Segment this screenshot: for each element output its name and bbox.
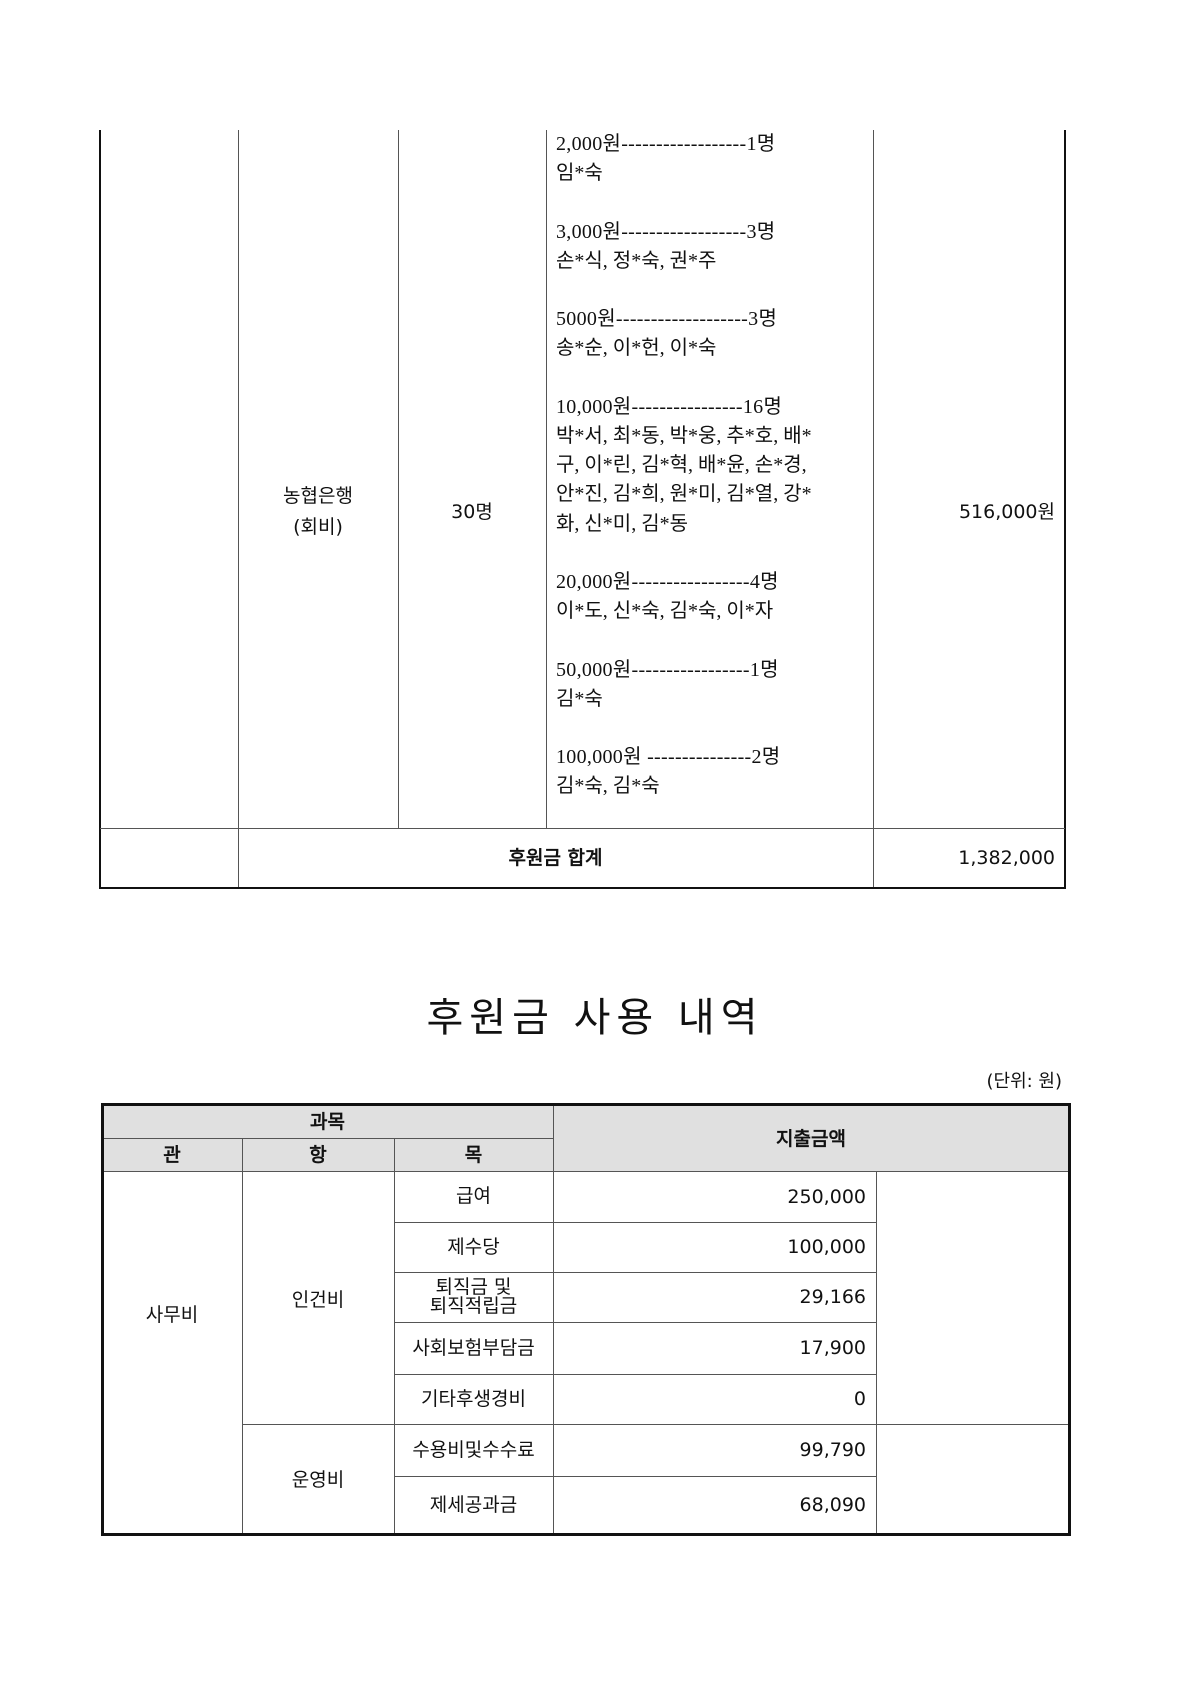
amount-cell: 0 [853,1388,866,1410]
table-border [101,1103,104,1536]
header-gwan: 관 [163,1144,181,1166]
page-title: 후원금 사용 내역 [426,995,764,1041]
amount-cell: 100,000 [787,1236,866,1258]
donation-amount-line: 10,000원----------------16명 [556,395,783,418]
donation-amount-line: 20,000원-----------------4명 [556,570,779,593]
hang-cell: 인건비 [291,1289,345,1311]
unit-label: (단위: 원) [986,1071,1062,1092]
donor-names: 손*식, 정*숙, 권*주 [556,249,717,272]
total-value: 1,382,000 [958,847,1055,869]
table-border [1064,130,1066,889]
donor-count: 30명 [451,501,493,523]
table-border [99,887,1066,889]
row-divider [242,1424,1069,1425]
amount-cell: 29,166 [799,1286,866,1308]
donor-names: 김*숙, 김*숙 [556,775,660,798]
header-amount: 지출금액 [776,1127,846,1150]
donor-names: 화, 신*미, 김*동 [556,512,688,535]
column-divider [398,130,399,828]
donor-names: 이*도, 신*숙, 김*숙, 이*자 [556,600,774,623]
row-divider [102,1138,553,1139]
row-divider [394,1222,876,1223]
table-border [101,1103,1071,1106]
donor-names: 임*숙 [556,162,603,185]
donor-names: 박*서, 최*동, 박*웅, 추*호, 배* [556,424,812,447]
column-divider [238,130,239,888]
bank-label: 농협은행 (회비) [238,480,398,544]
row-divider [102,1171,1069,1172]
column-divider [546,130,547,828]
mok-cell: 제수당 [447,1235,500,1258]
bank-name: 농협은행 [283,485,353,507]
amount-cell: 99,790 [799,1439,866,1461]
total-label: 후원금 합계 [508,847,603,869]
gwan-cell: 사무비 [145,1304,199,1326]
donor-names: 안*진, 김*희, 원*미, 김*열, 강* [556,483,812,506]
donor-names: 송*순, 이*헌, 이*숙 [556,337,717,360]
donation-amount-line: 100,000원 ---------------2명 [556,746,781,769]
mok-cell: 제세공과금 [429,1493,518,1516]
mok-cell: 수용비및수수료 [412,1438,535,1461]
mok-cell: 퇴직금 및 퇴직적립금 [429,1276,518,1317]
subtotal: 516,000원 [958,501,1055,523]
column-divider [873,130,874,888]
bank-note: (회비) [293,516,343,538]
amount-cell: 250,000 [787,1185,866,1208]
row-divider [394,1476,876,1477]
row-divider [394,1322,876,1323]
amount-cell: 68,090 [799,1494,866,1516]
amount-cell: 17,900 [799,1337,866,1359]
mok-cell: 사회보험부담금 [412,1336,535,1359]
column-divider [242,1138,243,1534]
mok-cell: 급여 [456,1185,491,1207]
table-border [99,130,101,889]
donor-names: 김*숙 [556,687,603,710]
donor-names: 구, 이*린, 김*혁, 배*윤, 손*경, [556,454,807,477]
donation-amount-line: 2,000원------------------1명 [556,133,776,155]
donation-amount-line: 50,000원-----------------1명 [556,658,779,681]
row-divider [394,1272,876,1273]
mok-cell: 기타후생경비 [421,1387,526,1410]
column-divider [553,1105,554,1534]
row-divider [394,1374,876,1375]
row-divider [100,828,1065,829]
header-hang: 항 [309,1144,327,1166]
table-border [1068,1103,1071,1536]
donation-amount-line: 3,000원------------------3명 [556,220,776,243]
header-subject: 과목 [310,1111,345,1133]
header-mok: 목 [464,1144,483,1166]
donation-amount-line: 5000원-------------------3명 [556,308,778,331]
table-border [101,1533,1071,1536]
column-divider [876,1171,877,1534]
column-divider [394,1138,395,1534]
hang-cell: 운영비 [291,1469,345,1491]
